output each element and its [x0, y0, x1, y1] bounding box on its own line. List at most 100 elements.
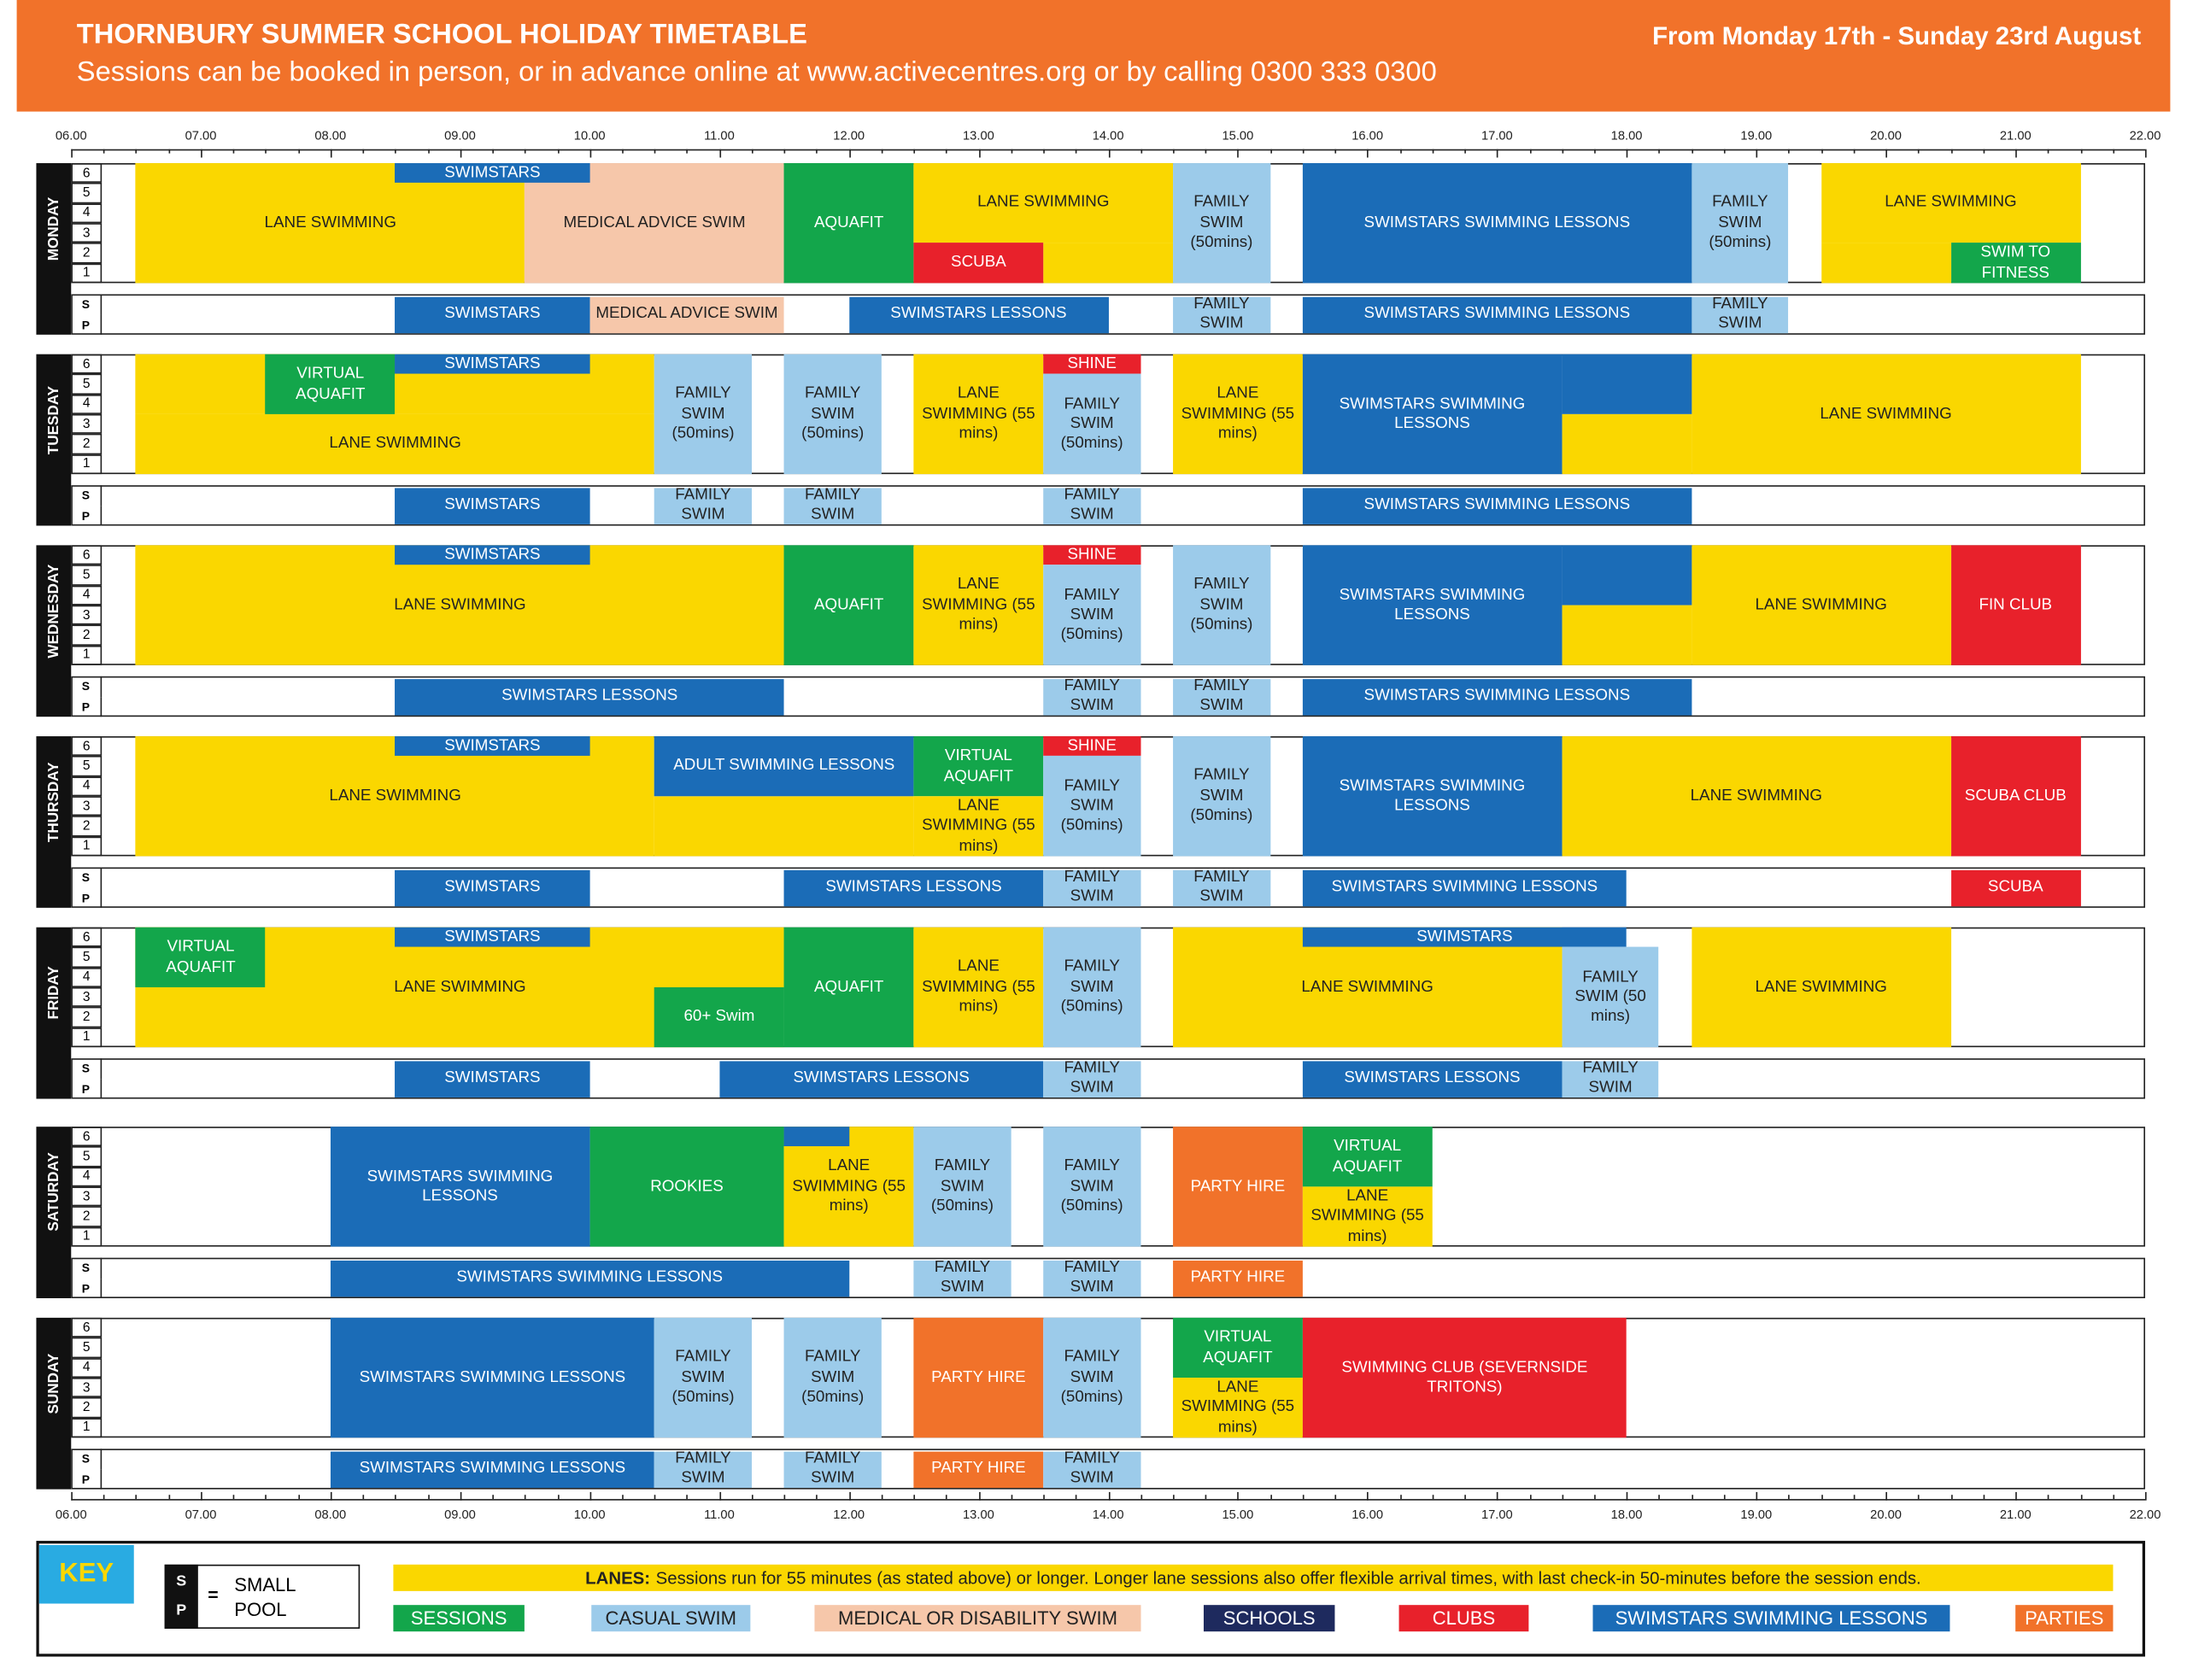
minor-tick: [2048, 1495, 2049, 1500]
session-label: 60+ Swim: [683, 1008, 755, 1026]
small-pool-letter: P: [71, 1278, 103, 1298]
lane-number: 4: [71, 776, 103, 797]
session-label: FAMILY SWIM: [804, 487, 861, 523]
session-label: SWIMSTARS: [444, 878, 541, 895]
minor-tick: [1269, 1495, 1272, 1500]
session-block: LANE SWIMMING (55 mins): [1302, 1186, 1433, 1247]
session-label: FAMILY SWIM: [1064, 1259, 1120, 1295]
minor-tick: [362, 1495, 365, 1500]
session-label: SWIMSTARS SWIMMING LESSONS: [1363, 687, 1631, 705]
minor-tick: [1432, 149, 1434, 154]
session-block: AQUAFIT: [783, 545, 914, 665]
session-label: FAMILY SWIM: [675, 1450, 731, 1486]
time-tick: [718, 1491, 721, 1501]
key-item: SCHOOLS: [1203, 1605, 1335, 1632]
session-block: SWIMSTARS SWIMMING LESSONS: [1302, 163, 1692, 284]
minor-tick: [1173, 149, 1175, 154]
minor-tick: [1853, 149, 1856, 154]
minor-tick: [1691, 1495, 1693, 1500]
minor-tick: [1399, 1495, 1402, 1500]
day-name: SATURDAY: [45, 1152, 62, 1232]
minor-tick: [1723, 149, 1726, 154]
small-pool-block: SWIMSTARS LESSONS: [848, 296, 1109, 333]
time-label: 10.00: [573, 128, 606, 143]
session-block: [1562, 413, 1692, 475]
minor-tick: [622, 149, 624, 154]
session-label: FAMILY SWIM: [1064, 1450, 1120, 1486]
minor-tick: [1983, 149, 1985, 154]
time-label: 16.00: [1351, 128, 1384, 143]
lane-number: 6: [71, 736, 103, 757]
time-label: 06.00: [55, 1507, 87, 1522]
minor-tick: [816, 149, 818, 154]
time-label: 18.00: [1610, 128, 1643, 143]
time-tick: [200, 1491, 202, 1501]
session-label: SWIMSTARS SWIMMING LESSONS: [1363, 305, 1631, 322]
minor-tick: [427, 1495, 430, 1500]
small-pool-key-letter: S: [176, 1572, 187, 1590]
minor-tick: [783, 149, 786, 154]
session-label: LANE SWIMMING (55 mins): [922, 576, 1035, 634]
minor-tick: [783, 1495, 786, 1500]
time-label: 21.00: [1999, 128, 2032, 143]
session-block: FAMILY SWIM (50mins): [1173, 545, 1270, 665]
small-pool-block: FAMILY SWIM: [1043, 869, 1141, 906]
session-block: FAMILY SWIM (50mins): [654, 354, 752, 475]
minor-tick: [103, 1495, 105, 1500]
session-label: SWIMSTARS: [444, 546, 541, 564]
minor-tick: [1950, 149, 1953, 154]
minor-tick: [1205, 1495, 1207, 1500]
minor-tick: [1043, 149, 1045, 154]
minor-tick: [1529, 149, 1531, 154]
lane-number: 2: [71, 434, 103, 454]
time-label: 22.00: [2129, 1507, 2161, 1522]
session-block: LANE SWIMMING: [1691, 927, 1951, 1048]
session-label: FAMILY SWIM (50mins): [671, 1349, 735, 1407]
session-label: FAMILY SWIM (50mins): [1060, 777, 1123, 834]
minor-tick: [1918, 149, 1920, 154]
session-block: LANE SWIMMING: [913, 163, 1174, 243]
minor-tick: [622, 1495, 624, 1500]
session-block: [654, 796, 914, 857]
minor-tick: [232, 149, 235, 154]
lane-number: 2: [71, 1397, 103, 1418]
lane-number: 4: [71, 585, 103, 606]
small-pool-block: FAMILY SWIM: [654, 487, 752, 524]
session-block: SWIMSTARS SWIMMING LESSONS: [330, 1127, 590, 1247]
small-pool-block: FAMILY SWIM: [783, 1450, 882, 1488]
minor-tick: [1821, 1495, 1823, 1500]
minor-tick: [1562, 1495, 1563, 1500]
day-name: FRIDAY: [45, 966, 62, 1020]
session-block: SWIMSTARS SWIMMING LESSONS: [1302, 354, 1563, 475]
lane-number: 2: [71, 1206, 103, 1227]
minor-tick: [1302, 149, 1305, 154]
day-bar: [36, 736, 72, 908]
session-label: SHINE: [1067, 546, 1117, 564]
session-block: [1562, 545, 1692, 606]
time-label: 10.00: [573, 1507, 606, 1522]
time-tick: [2015, 1491, 2017, 1501]
session-block: ADULT SWIMMING LESSONS: [654, 736, 914, 797]
small-pool-block: FAMILY SWIM: [1173, 869, 1270, 906]
time-tick: [589, 149, 591, 158]
key-item: SWIMSTARS SWIMMING LESSONS: [1592, 1605, 1950, 1632]
session-block: 60+ Swim: [654, 986, 784, 1048]
time-tick: [200, 149, 202, 158]
time-tick: [2145, 149, 2147, 158]
session-block: LANE SWIMMING (55 mins): [913, 927, 1044, 1048]
session-label: SWIMSTARS: [444, 737, 541, 755]
lane-number: 4: [71, 394, 103, 414]
minor-tick: [1464, 149, 1467, 154]
small-pool-letter: S: [71, 294, 103, 315]
minor-tick: [1399, 149, 1402, 154]
session-label: FAMILY SWIM (50 mins): [1574, 969, 1646, 1026]
small-pool-letter: P: [71, 1078, 103, 1099]
time-label: 11.00: [704, 128, 735, 143]
minor-tick: [2113, 149, 2114, 154]
small-pool-block: MEDICAL ADVICE SWIM: [589, 296, 784, 333]
session-label: SWIMSTARS: [444, 355, 541, 372]
session-block: FAMILY SWIM (50mins): [913, 1127, 1011, 1247]
session-label: LANE SWIMMING: [977, 194, 1110, 212]
minor-tick: [525, 1495, 526, 1500]
minor-tick: [1076, 149, 1077, 154]
